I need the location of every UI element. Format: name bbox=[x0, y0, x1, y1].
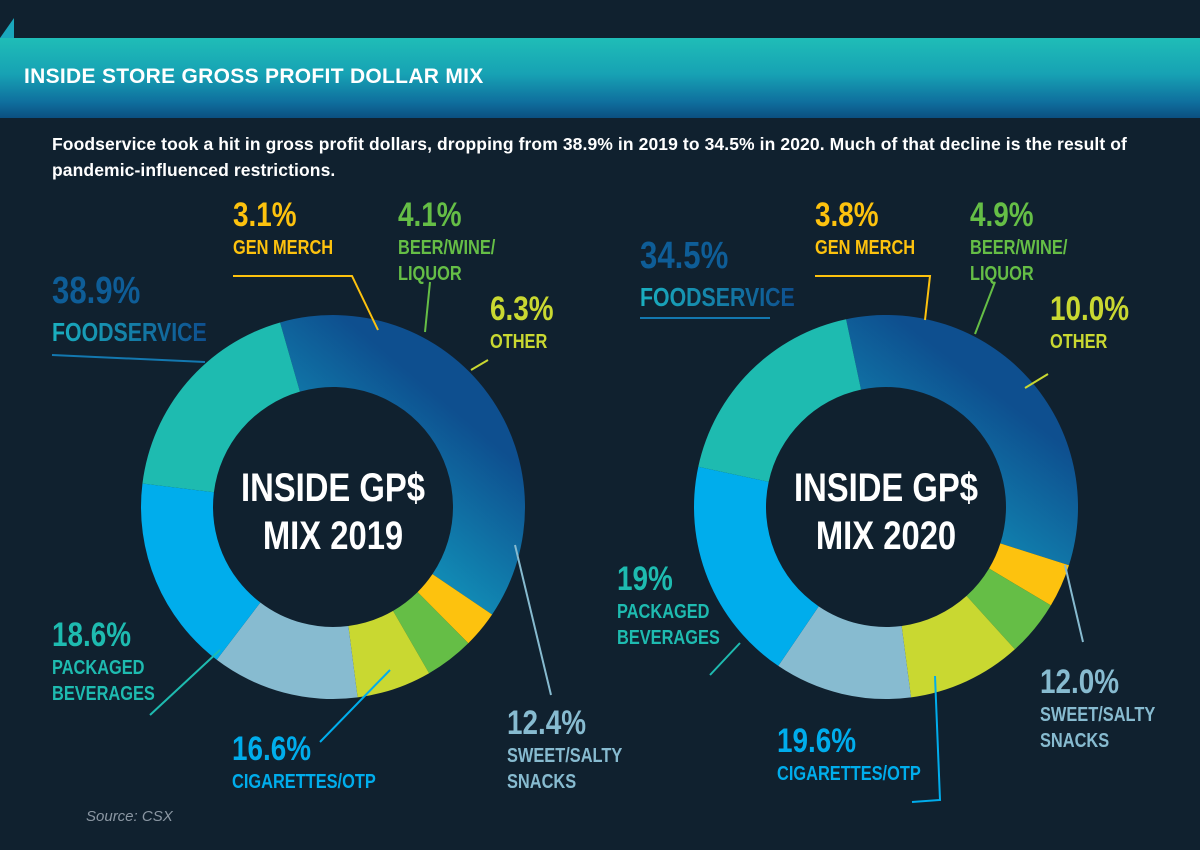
value-label-gen-merch: 3.8% bbox=[815, 195, 879, 233]
intro-text: Foodservice took a hit in gross profit d… bbox=[52, 134, 1127, 180]
leader-line-cigarettes-otp bbox=[911, 675, 942, 803]
header-bar bbox=[0, 38, 1200, 118]
leader-line-sweet-salty-snacks bbox=[514, 544, 552, 696]
value-label-beer-wine-liquor: 4.1% bbox=[398, 195, 462, 233]
header-notch bbox=[0, 18, 14, 38]
leader-line-sweet-salty-snacks bbox=[1064, 564, 1084, 643]
donut-chart-1: INSIDE GP$MIX 2019 38.9% FOODSERVICE 3.1%GE… bbox=[51, 195, 622, 792]
slice-cigarettes-otp bbox=[141, 483, 261, 660]
value-label-foodservice: 34.5% bbox=[640, 235, 728, 277]
slice-sweet-salty-snacks bbox=[216, 602, 358, 699]
center-label-line-1: INSIDE GP$ bbox=[241, 465, 425, 510]
slice-beer-wine-liquor bbox=[393, 592, 469, 674]
leader-line-foodservice bbox=[51, 354, 206, 363]
category-label-other: OTHER bbox=[1050, 329, 1107, 352]
category-label-other: OTHER bbox=[490, 329, 547, 352]
category-label-beer-wine-liquor: LIQUOR bbox=[398, 261, 462, 284]
category-label-packaged-beverages: PACKAGED bbox=[52, 655, 145, 678]
category-label-gen-merch: GEN MERCH bbox=[815, 235, 915, 258]
leader-line-gen-merch bbox=[815, 275, 932, 321]
center-label-line-2: MIX 2020 bbox=[816, 513, 956, 558]
value-label-cigarettes-otp: 16.6% bbox=[232, 729, 311, 767]
category-label-beer-wine-liquor: BEER/WINE/ bbox=[398, 235, 495, 258]
value-label-cigarettes-otp: 19.6% bbox=[777, 721, 856, 759]
category-label-gen-merch: GEN MERCH bbox=[233, 235, 333, 258]
page-title: INSIDE STORE GROSS PROFIT DOLLAR MIX bbox=[24, 65, 484, 88]
category-label-beer-wine-liquor: LIQUOR bbox=[970, 261, 1034, 284]
leader-line-gen-merch bbox=[233, 275, 379, 331]
slice-other bbox=[348, 610, 430, 698]
leader-line-cigarettes-otp bbox=[319, 669, 391, 743]
slice-other bbox=[901, 595, 1015, 698]
slice-foodservice bbox=[846, 314, 1078, 566]
value-label-sweet-salty-snacks: 12.0% bbox=[1040, 662, 1119, 700]
value-label-gen-merch: 3.1% bbox=[233, 195, 297, 233]
category-label-foodservice: FOODSERVICE bbox=[640, 283, 795, 313]
category-label-sweet-salty-snacks: SWEET/SALTY bbox=[1040, 702, 1155, 725]
category-label-beer-wine-liquor: BEER/WINE/ bbox=[970, 235, 1067, 258]
top-strip bbox=[0, 0, 1200, 38]
center-label-line-1: INSIDE GP$ bbox=[794, 465, 978, 510]
leader-line-beer-wine-liquor bbox=[974, 281, 996, 335]
value-label-other: 10.0% bbox=[1050, 289, 1129, 327]
slice-cigarettes-otp bbox=[694, 466, 819, 666]
leader-line-other bbox=[470, 359, 489, 371]
slice-packaged-beverages bbox=[142, 322, 300, 493]
slice-gen-merch bbox=[989, 543, 1069, 606]
leader-line-other bbox=[1024, 373, 1049, 389]
leader-line-packaged-beverages bbox=[149, 649, 221, 716]
slice-gen-merch bbox=[417, 574, 493, 644]
value-label-other: 6.3% bbox=[490, 289, 554, 327]
category-label-sweet-salty-snacks: SNACKS bbox=[507, 769, 576, 792]
category-label-sweet-salty-snacks: SWEET/SALTY bbox=[507, 743, 622, 766]
leader-line-packaged-beverages bbox=[709, 642, 741, 676]
source-note: Source: CSX bbox=[86, 808, 173, 825]
donut-chart-2: INSIDE GP$MIX 2020 34.5% FOODSERVICE 3.8%GE… bbox=[617, 195, 1155, 803]
slice-packaged-beverages bbox=[698, 319, 862, 482]
value-label-beer-wine-liquor: 4.9% bbox=[970, 195, 1034, 233]
category-label-sweet-salty-snacks: SNACKS bbox=[1040, 728, 1109, 751]
center-label-line-2: MIX 2019 bbox=[263, 513, 403, 558]
value-label-packaged-beverages: 18.6% bbox=[52, 615, 131, 653]
category-label-cigarettes-otp: CIGARETTES/OTP bbox=[232, 769, 376, 792]
slice-beer-wine-liquor bbox=[966, 568, 1051, 650]
value-label-sweet-salty-snacks: 12.4% bbox=[507, 703, 586, 741]
leader-line-beer-wine-liquor bbox=[424, 281, 431, 333]
value-label-packaged-beverages: 19% bbox=[617, 559, 673, 597]
category-label-packaged-beverages: BEVERAGES bbox=[52, 681, 155, 704]
value-label-foodservice: 38.9% bbox=[52, 270, 140, 312]
category-label-packaged-beverages: BEVERAGES bbox=[617, 625, 720, 648]
slice-sweet-salty-snacks bbox=[778, 606, 912, 700]
category-label-packaged-beverages: PACKAGED bbox=[617, 599, 710, 622]
category-label-cigarettes-otp: CIGARETTES/OTP bbox=[777, 761, 921, 784]
category-label-foodservice: FOODSERVICE bbox=[52, 318, 207, 348]
slice-foodservice bbox=[280, 314, 526, 615]
